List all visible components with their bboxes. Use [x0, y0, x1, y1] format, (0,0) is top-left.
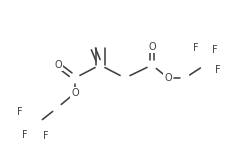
Text: O: O — [54, 60, 62, 70]
Text: O: O — [148, 42, 156, 52]
Text: O: O — [71, 88, 79, 98]
Text: F: F — [193, 43, 199, 53]
Text: O: O — [164, 73, 172, 83]
Text: F: F — [43, 131, 49, 141]
Text: F: F — [17, 107, 23, 117]
Text: F: F — [22, 130, 28, 140]
Text: F: F — [215, 65, 221, 75]
Text: F: F — [212, 45, 218, 55]
